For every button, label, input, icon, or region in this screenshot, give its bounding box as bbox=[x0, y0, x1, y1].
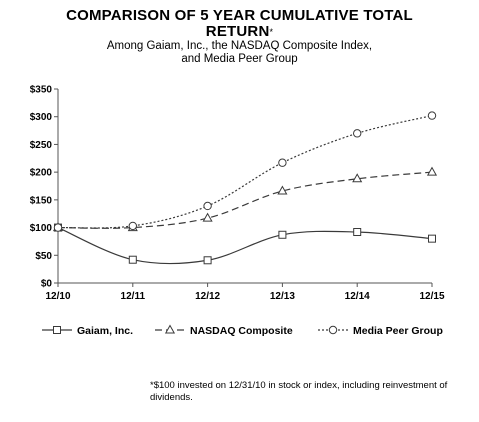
x-tick-label: 12/13 bbox=[270, 291, 295, 302]
data-point-triangle bbox=[352, 173, 363, 183]
y-tick-label: $300 bbox=[30, 112, 53, 123]
y-tick-label: $100 bbox=[30, 223, 53, 234]
data-point-triangle bbox=[426, 166, 438, 176]
chart-subtitle-line-1: Among Gaiam, Inc., the NASDAQ Composite … bbox=[106, 40, 373, 52]
chart-title-line-1: COMPARISON OF 5 YEAR CUMULATIVE TOTAL bbox=[66, 7, 413, 24]
data-point-square bbox=[353, 228, 362, 237]
data-point-triangle bbox=[202, 212, 213, 222]
y-tick-label: $50 bbox=[35, 251, 52, 262]
chart-title-line-2: RETURN* bbox=[0, 24, 479, 40]
chart-subtitle-line-2: and Media Peer Group bbox=[181, 53, 298, 65]
data-point-circle bbox=[427, 111, 437, 120]
y-tick-label: $0 bbox=[41, 279, 53, 290]
y-tick-label: $200 bbox=[30, 168, 53, 179]
footnote: *$100 invested on 12/31/10 in stock or i… bbox=[150, 380, 448, 403]
legend-label-2: Media Peer Group bbox=[353, 325, 443, 337]
legend-marker-circle bbox=[328, 325, 338, 335]
chart-title-line-2-text: RETURN bbox=[205, 23, 270, 40]
x-tick-label: 12/10 bbox=[45, 291, 70, 302]
series-line-0 bbox=[57, 227, 433, 265]
legend-label-1: NASDAQ Composite bbox=[190, 325, 293, 337]
chart-title-block: COMPARISON OF 5 YEAR CUMULATIVE TOTAL RE… bbox=[0, 8, 479, 66]
legend-marker-triangle bbox=[164, 324, 176, 334]
x-tick-label: 12/11 bbox=[121, 291, 146, 302]
data-point-triangle bbox=[277, 185, 288, 195]
x-tick-label: 12/15 bbox=[419, 291, 444, 302]
data-point-square bbox=[203, 256, 212, 265]
series-line-1 bbox=[57, 171, 433, 229]
data-point-circle bbox=[128, 221, 138, 231]
y-tick-label: $150 bbox=[30, 195, 53, 206]
legend-marker-square bbox=[53, 326, 61, 334]
series-line-2 bbox=[57, 115, 433, 229]
data-point-circle bbox=[278, 158, 287, 167]
y-tick-label: $250 bbox=[30, 140, 53, 151]
data-point-square bbox=[428, 234, 436, 243]
y-tick-label: $350 bbox=[30, 85, 53, 96]
data-point-circle bbox=[203, 201, 212, 211]
data-point-square bbox=[278, 230, 287, 239]
legend-label-0: Gaiam, Inc. bbox=[77, 325, 133, 337]
title-footnote-mark: * bbox=[269, 27, 274, 37]
x-tick-label: 12/14 bbox=[345, 291, 370, 302]
data-point-circle bbox=[353, 129, 362, 138]
x-tick-label: 12/12 bbox=[195, 291, 220, 302]
data-point-square bbox=[128, 255, 137, 264]
data-point-circle bbox=[53, 223, 63, 232]
